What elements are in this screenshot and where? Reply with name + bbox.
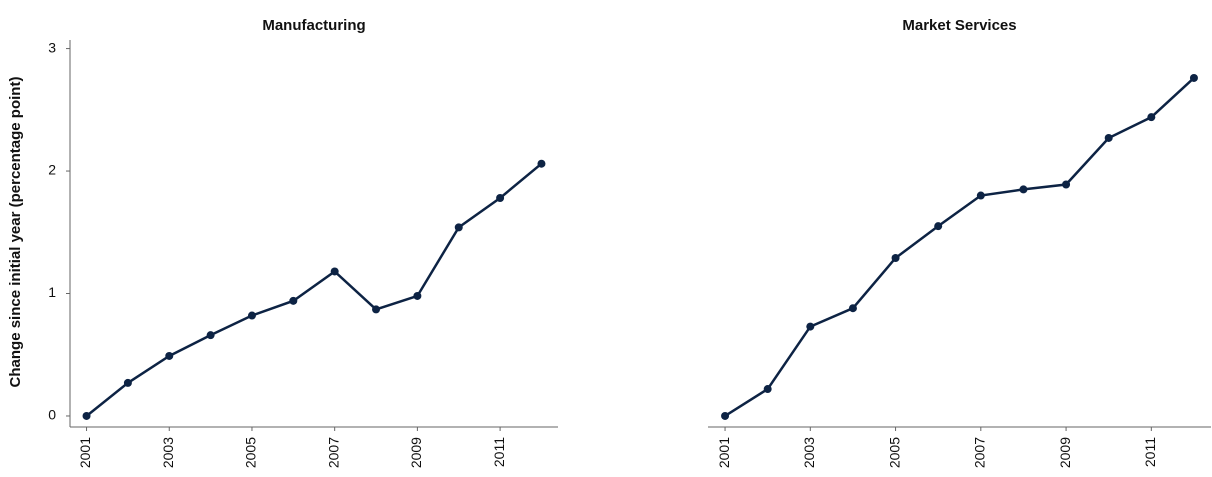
x-tick-label: 2007 — [325, 437, 341, 468]
data-point — [763, 385, 772, 394]
x-tick-label: 2009 — [1057, 437, 1073, 468]
chart-title: Manufacturing — [262, 17, 365, 34]
data-point — [1147, 113, 1156, 122]
data-point — [330, 267, 339, 276]
data-point — [82, 411, 91, 420]
y-tick-label: 2 — [48, 162, 56, 178]
x-tick-label: 2011 — [491, 437, 507, 467]
data-point — [206, 331, 215, 340]
x-tick-label: 2005 — [886, 437, 902, 468]
data-point — [413, 291, 422, 300]
y-tick-label: 3 — [48, 39, 56, 55]
data-point — [721, 411, 730, 420]
y-tick-label: 1 — [48, 284, 56, 300]
x-tick-label: 2003 — [160, 437, 176, 468]
data-point — [454, 223, 463, 232]
data-point — [1189, 73, 1198, 82]
data-point — [1062, 180, 1071, 189]
data-point — [496, 193, 505, 202]
data-point — [372, 305, 381, 314]
data-point — [1104, 133, 1113, 142]
data-point — [1019, 185, 1028, 194]
series-line — [724, 77, 1195, 418]
data-point — [537, 159, 546, 168]
chart-title: Market Services — [902, 17, 1016, 34]
data-point — [976, 191, 985, 200]
data-point — [934, 222, 943, 231]
x-tick-label: 2001 — [77, 437, 93, 468]
x-tick-label: 2001 — [716, 437, 732, 468]
data-point — [848, 304, 857, 313]
x-tick-label: 2003 — [801, 437, 817, 468]
x-tick-label: 2011 — [1142, 437, 1158, 467]
x-tick-label: 2007 — [972, 437, 988, 468]
data-point — [123, 378, 132, 387]
x-tick-label: 2005 — [243, 437, 259, 468]
series-line — [85, 162, 543, 417]
x-tick-label: 2009 — [408, 437, 424, 468]
data-point — [891, 253, 900, 262]
y-tick-label: 0 — [48, 407, 56, 423]
data-point — [289, 296, 298, 305]
data-point — [165, 351, 174, 360]
data-point — [247, 311, 256, 320]
y-axis-label: Change since initial year (percentage po… — [7, 77, 24, 388]
data-point — [806, 322, 815, 331]
